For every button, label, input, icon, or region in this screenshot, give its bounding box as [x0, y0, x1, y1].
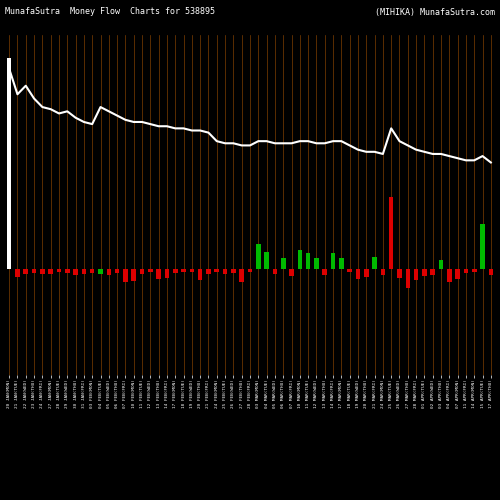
- Bar: [364, 270, 368, 276]
- Bar: [24, 270, 28, 274]
- Bar: [206, 270, 211, 274]
- Bar: [272, 270, 277, 274]
- Bar: [123, 270, 128, 282]
- Bar: [32, 270, 36, 273]
- Bar: [106, 270, 111, 274]
- Bar: [389, 197, 394, 270]
- Bar: [422, 270, 426, 276]
- Bar: [356, 270, 360, 279]
- Bar: [7, 58, 12, 270]
- Bar: [40, 270, 44, 274]
- Bar: [438, 260, 444, 270]
- Bar: [314, 258, 318, 270]
- Bar: [48, 270, 53, 274]
- Bar: [140, 270, 144, 274]
- Bar: [231, 270, 235, 273]
- Bar: [264, 252, 269, 270]
- Bar: [472, 270, 476, 272]
- Text: MunafaSutra  Money Flow  Charts for 538895: MunafaSutra Money Flow Charts for 538895: [5, 8, 215, 16]
- Bar: [148, 270, 152, 272]
- Bar: [322, 270, 327, 274]
- Bar: [15, 270, 20, 276]
- Bar: [331, 253, 336, 270]
- Bar: [397, 270, 402, 278]
- Bar: [248, 270, 252, 272]
- Bar: [372, 256, 377, 270]
- Bar: [256, 244, 260, 270]
- Bar: [281, 258, 285, 270]
- Bar: [456, 270, 460, 280]
- Bar: [90, 270, 94, 273]
- Bar: [298, 250, 302, 270]
- Bar: [115, 270, 119, 273]
- Bar: [464, 270, 468, 273]
- Bar: [214, 270, 219, 272]
- Bar: [74, 270, 78, 274]
- Bar: [447, 270, 452, 282]
- Bar: [190, 270, 194, 272]
- Bar: [182, 270, 186, 272]
- Bar: [306, 252, 310, 270]
- Bar: [430, 270, 435, 274]
- Bar: [240, 270, 244, 282]
- Bar: [173, 270, 178, 273]
- Bar: [406, 270, 410, 288]
- Bar: [289, 270, 294, 276]
- Bar: [488, 270, 493, 274]
- Bar: [82, 270, 86, 274]
- Bar: [380, 270, 385, 274]
- Bar: [223, 270, 228, 274]
- Bar: [65, 270, 70, 273]
- Bar: [56, 270, 62, 272]
- Bar: [132, 270, 136, 280]
- Bar: [156, 270, 161, 279]
- Bar: [348, 270, 352, 272]
- Text: (MIHIKA) MunafaSutra.com: (MIHIKA) MunafaSutra.com: [375, 8, 495, 16]
- Bar: [480, 224, 485, 270]
- Bar: [98, 270, 103, 274]
- Bar: [164, 270, 169, 278]
- Bar: [339, 258, 344, 270]
- Bar: [198, 270, 202, 280]
- Bar: [414, 270, 418, 280]
